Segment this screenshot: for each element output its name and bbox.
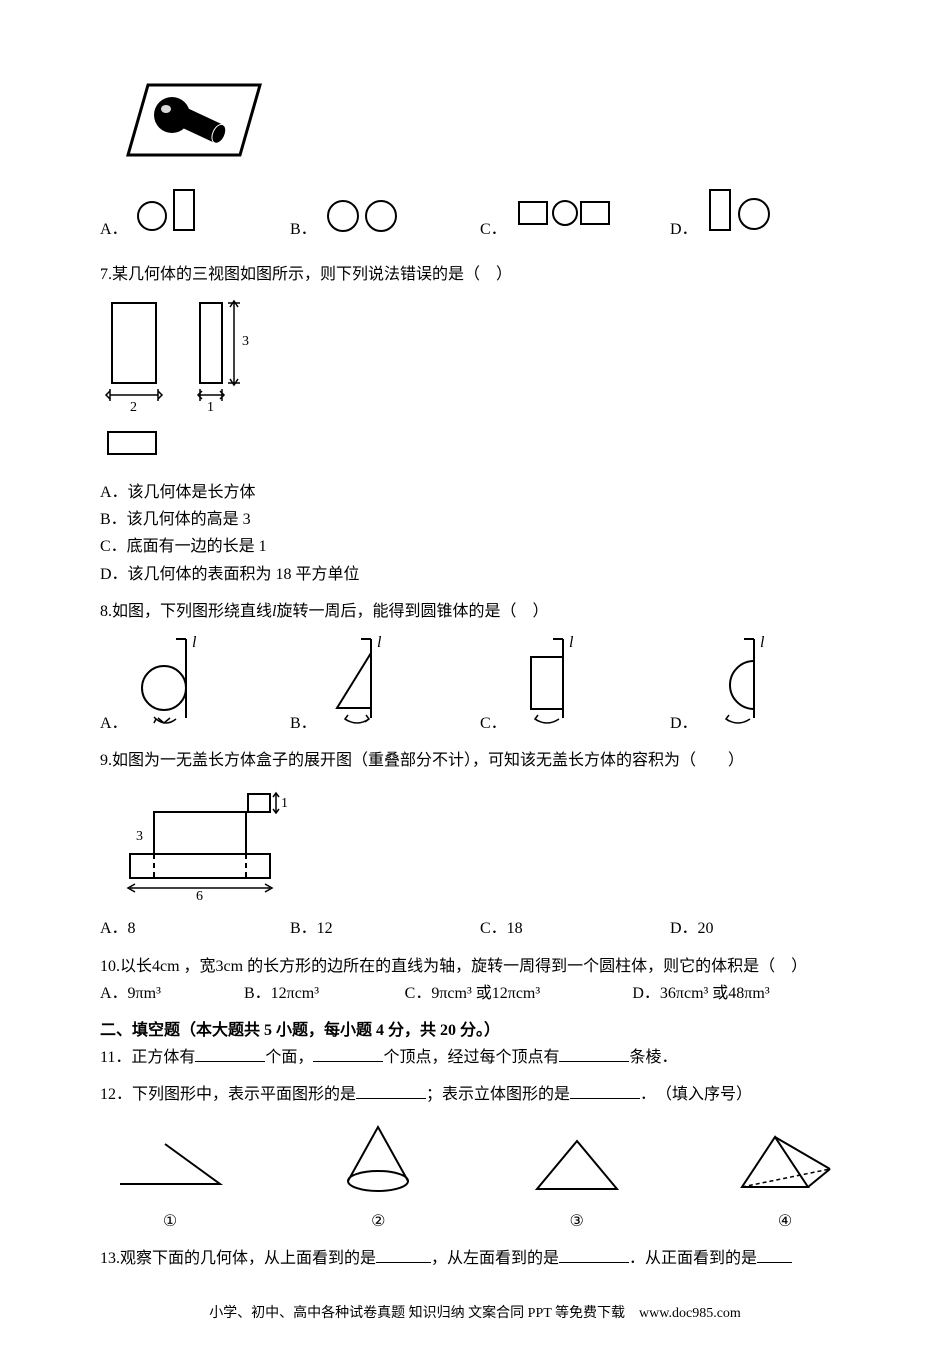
- q12: 12．下列图形中，表示平面图形的是；表示立体图形的是． （填入序号） ① ②: [100, 1081, 850, 1235]
- svg-text:2: 2: [130, 400, 137, 415]
- q13-blank-1: [376, 1246, 431, 1263]
- q9-opt-a: A．8: [100, 915, 280, 942]
- q13-blank-2: [559, 1246, 629, 1263]
- q7: 7.某几何体的三视图如图所示，则下列说法错误的是（ ） 2: [100, 261, 850, 587]
- q13: 13.观察下面的几何体，从上面看到的是，从左面看到的是．从正面看到的是: [100, 1245, 850, 1272]
- q12-fig-2: ②: [333, 1119, 423, 1235]
- q9-opt-c: C．18: [480, 915, 660, 942]
- q12-fig-1: ①: [110, 1129, 230, 1235]
- q10-opt-c: C．9πcm³ 或12πcm³: [405, 980, 623, 1007]
- q8-option-b: B． l: [290, 633, 470, 737]
- q7-opt-c: C．底面有一边的长是 1: [100, 533, 850, 560]
- q8-option-c: C． l: [480, 633, 660, 737]
- q11: 11．正方体有个面，个顶点，经过每个顶点有条棱．: [100, 1044, 850, 1071]
- q9-opt-d: D．20: [670, 915, 850, 942]
- q7-opt-a: A．该几何体是长方体: [100, 479, 850, 506]
- q10-opt-a: A．9πm³: [100, 980, 234, 1007]
- q6-opt-c-fig: [513, 188, 613, 243]
- q7-opt-b: B．该几何体的高是 3: [100, 506, 850, 533]
- q6-opt-a-label: A．: [100, 216, 128, 243]
- svg-text:l: l: [377, 634, 382, 651]
- svg-text:6: 6: [196, 889, 203, 900]
- q11-blank-2: [313, 1045, 383, 1062]
- q6-option-a: A．: [100, 184, 280, 243]
- q10-opt-d: D．36πcm³ 或48πm³: [632, 980, 850, 1007]
- q12-fig-3: ③: [527, 1129, 627, 1235]
- q8-opt-d-label: D．: [670, 710, 698, 737]
- q6-opt-b-label: B．: [290, 216, 317, 243]
- svg-text:l: l: [192, 634, 197, 651]
- q6-figure: [100, 75, 850, 174]
- q10-opt-b: B．12πcm³: [244, 980, 395, 1007]
- q7-figure: 2 3 1: [100, 295, 850, 473]
- q8-option-d: D． l: [670, 633, 850, 737]
- q8-opt-c-fig: l: [513, 633, 583, 737]
- svg-text:3: 3: [136, 829, 143, 844]
- q6-options: A． B． C．: [100, 184, 850, 243]
- q6-opt-b-fig: [323, 184, 403, 243]
- svg-text:1: 1: [281, 796, 288, 811]
- q11-blank-3: [559, 1045, 629, 1062]
- q8: 8.如图，下列图形绕直线l旋转一周后，能得到圆锥体的是（ ） A． l: [100, 598, 850, 737]
- q8-opt-b-fig: l: [323, 633, 393, 737]
- q8-opt-d-fig: l: [704, 633, 774, 737]
- q6-opt-c-label: C．: [480, 216, 507, 243]
- section2-header: 二、填空题（本大题共 5 小题，每小题 4 分，共 20 分。）: [100, 1017, 850, 1044]
- q7-stem: 7.某几何体的三视图如图所示，则下列说法错误的是（ ）: [100, 261, 850, 288]
- q6-opt-a-fig: [134, 184, 204, 243]
- q9: 9.如图为一无盖长方体盒子的展开图（重叠部分不计），可知该无盖长方体的容积为（ …: [100, 747, 850, 943]
- q8-opt-a-label: A．: [100, 710, 128, 737]
- q6-option-b: B．: [290, 184, 470, 243]
- q8-stem: 8.如图，下列图形绕直线l旋转一周后，能得到圆锥体的是（ ）: [100, 598, 850, 625]
- q8-opt-b-label: B．: [290, 710, 317, 737]
- svg-text:1: 1: [207, 400, 214, 415]
- svg-text:3: 3: [242, 334, 249, 349]
- q9-stem: 9.如图为一无盖长方体盒子的展开图（重叠部分不计），可知该无盖长方体的容积为（ …: [100, 747, 850, 774]
- page-footer: 小学、初中、高中各种试卷真题 知识归纳 文案合同 PPT 等免费下载 www.d…: [100, 1302, 850, 1326]
- q10-stem: 10.以长4cm ，宽3cm 的长方形的边所在的直线为轴，旋转一周得到一个圆柱体…: [100, 953, 850, 980]
- svg-text:l: l: [569, 634, 574, 651]
- q13-blank-3: [757, 1246, 792, 1263]
- q10: 10.以长4cm ，宽3cm 的长方形的边所在的直线为轴，旋转一周得到一个圆柱体…: [100, 953, 850, 1007]
- q8-opt-c-label: C．: [480, 710, 507, 737]
- q11-blank-1: [195, 1045, 265, 1062]
- q9-figure: 1 3 6: [100, 780, 850, 909]
- q6-option-c: C．: [480, 188, 660, 243]
- svg-text:l: l: [760, 634, 765, 651]
- q12-blank-1: [356, 1082, 426, 1099]
- q6-opt-d-label: D．: [670, 216, 698, 243]
- q8-option-a: A． l: [100, 633, 280, 737]
- q6-opt-d-fig: [704, 184, 774, 243]
- q12-blank-2: [570, 1082, 640, 1099]
- q9-opt-b: B．12: [290, 915, 470, 942]
- q12-fig-4: ④: [730, 1119, 840, 1235]
- q7-opt-d: D．该几何体的表面积为 18 平方单位: [100, 561, 850, 588]
- q6-option-d: D．: [670, 184, 850, 243]
- q8-opt-a-fig: l: [134, 633, 204, 737]
